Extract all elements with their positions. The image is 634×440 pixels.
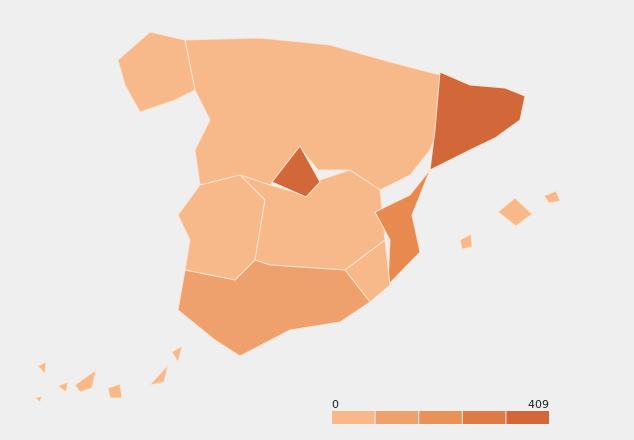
region-madrid <box>271 145 321 198</box>
regions <box>34 31 561 403</box>
region-andalusia <box>177 259 371 357</box>
region-valencia <box>374 169 431 286</box>
legend-max: 409 <box>528 398 549 411</box>
legend-swatch <box>332 411 375 424</box>
legend: 0 409 <box>332 398 549 424</box>
legend-min: 0 <box>332 398 339 411</box>
region-canaries <box>34 345 183 403</box>
region-balearics <box>459 190 561 250</box>
region-catalonia <box>429 71 526 171</box>
region-galicia <box>117 31 196 113</box>
legend-swatch <box>375 411 419 424</box>
legend-swatch <box>419 411 462 424</box>
legend-swatch <box>506 411 549 424</box>
legend-swatch <box>462 411 506 424</box>
